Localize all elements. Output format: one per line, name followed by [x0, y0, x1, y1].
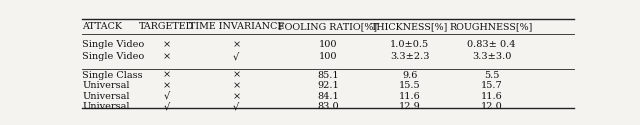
Text: TARGETED: TARGETED	[140, 22, 195, 31]
Text: Universal: Universal	[83, 92, 130, 101]
Text: THICKNESS[%]: THICKNESS[%]	[371, 22, 449, 31]
Text: 3.3±2.3: 3.3±2.3	[390, 52, 429, 61]
Text: 5.5: 5.5	[484, 71, 499, 80]
Text: 11.6: 11.6	[481, 92, 502, 101]
Text: √: √	[233, 102, 239, 111]
Text: 85.1: 85.1	[317, 71, 339, 80]
Text: FOOLING RATIO[%]: FOOLING RATIO[%]	[278, 22, 378, 31]
Text: 11.6: 11.6	[399, 92, 420, 101]
Text: ×: ×	[232, 71, 240, 80]
Text: 0.83± 0.4: 0.83± 0.4	[467, 40, 516, 49]
Text: 12.9: 12.9	[399, 102, 420, 111]
Text: ×: ×	[232, 40, 240, 49]
Text: 3.3±3.0: 3.3±3.0	[472, 52, 511, 61]
Text: ×: ×	[232, 81, 240, 90]
Text: ×: ×	[163, 40, 171, 49]
Text: 84.1: 84.1	[317, 92, 339, 101]
Text: ROUGHNESS[%]: ROUGHNESS[%]	[450, 22, 533, 31]
Text: 12.0: 12.0	[481, 102, 502, 111]
Text: Single Video: Single Video	[83, 40, 145, 49]
Text: TIME INVARIANCE: TIME INVARIANCE	[189, 22, 284, 31]
Text: 9.6: 9.6	[402, 71, 417, 80]
Text: ×: ×	[232, 92, 240, 101]
Text: 83.0: 83.0	[317, 102, 339, 111]
Text: √: √	[233, 52, 239, 61]
Text: ×: ×	[163, 71, 171, 80]
Text: 100: 100	[319, 40, 337, 49]
Text: Single Class: Single Class	[83, 71, 143, 80]
Text: √: √	[164, 92, 170, 101]
Text: 1.0±0.5: 1.0±0.5	[390, 40, 429, 49]
Text: √: √	[164, 102, 170, 111]
Text: 15.5: 15.5	[399, 81, 420, 90]
Text: Universal: Universal	[83, 102, 130, 111]
Text: ×: ×	[163, 52, 171, 61]
Text: Universal: Universal	[83, 81, 130, 90]
Text: ×: ×	[163, 81, 171, 90]
Text: 100: 100	[319, 52, 337, 61]
Text: 92.1: 92.1	[317, 81, 339, 90]
Text: ATTACK: ATTACK	[83, 22, 122, 31]
Text: Single Video: Single Video	[83, 52, 145, 61]
Text: 15.7: 15.7	[481, 81, 502, 90]
